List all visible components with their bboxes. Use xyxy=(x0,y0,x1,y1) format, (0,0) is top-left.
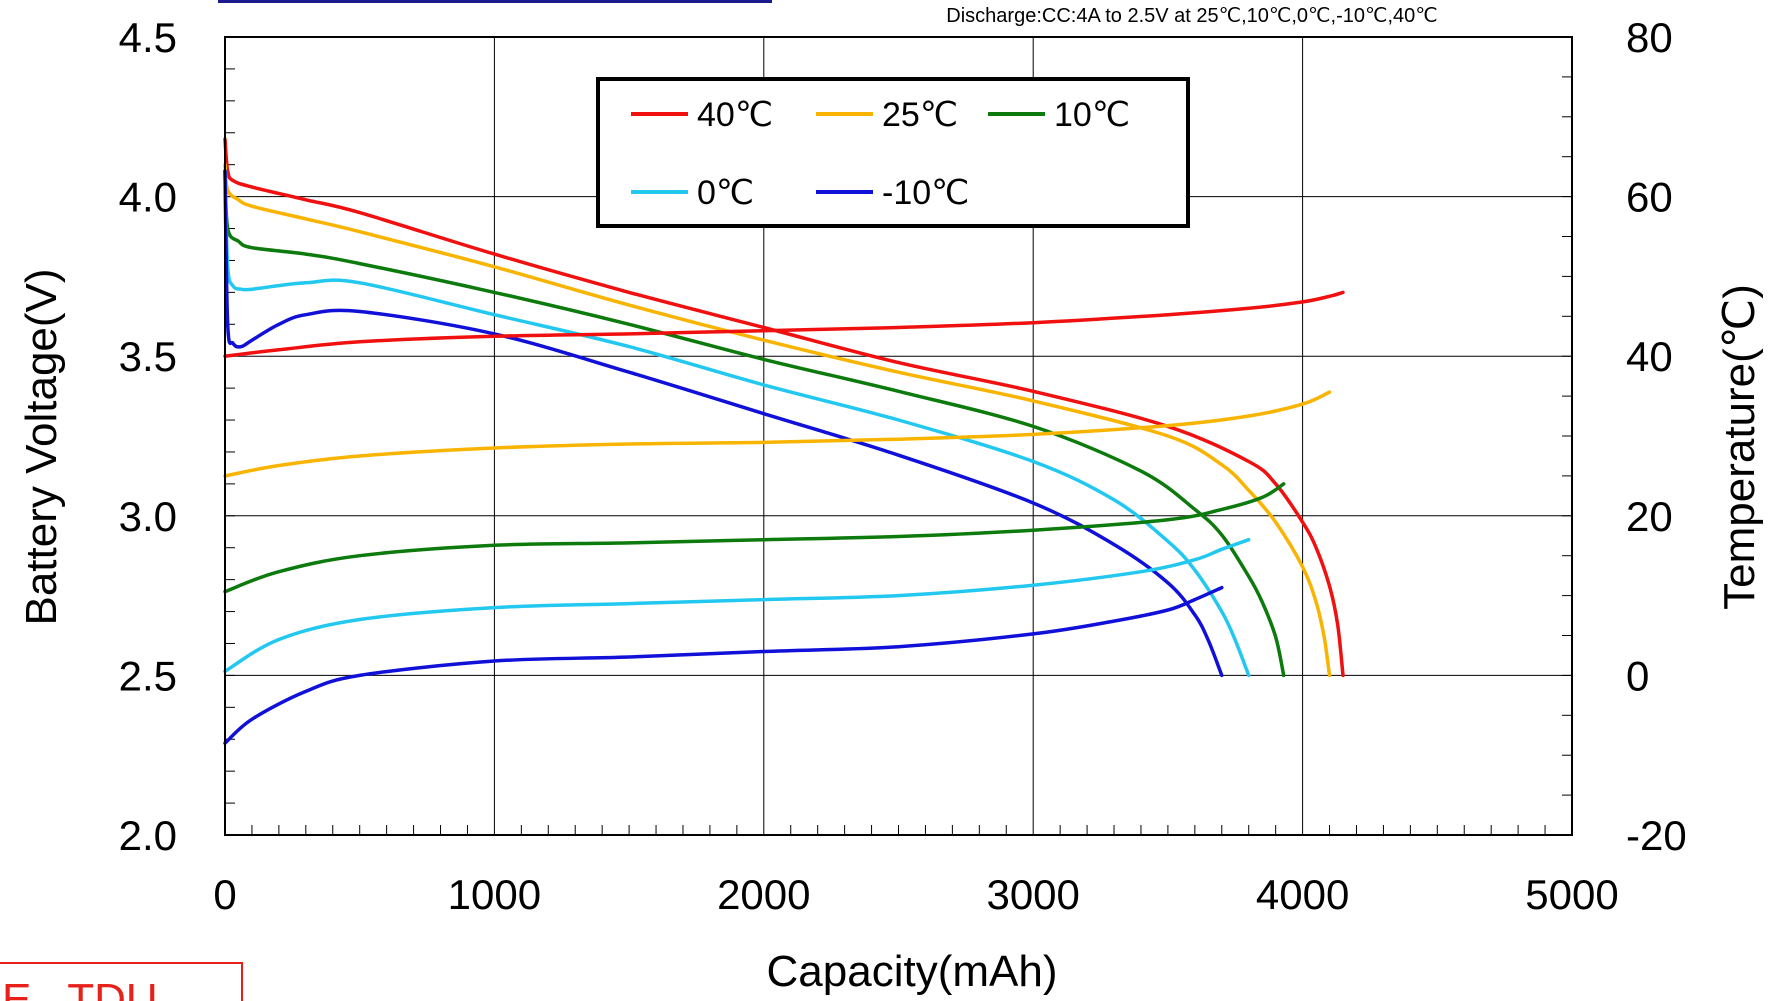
x-tick-label: 0 xyxy=(213,871,236,918)
x-tick-label: 2000 xyxy=(717,871,810,918)
voltage-line-0c xyxy=(223,169,1251,678)
x-axis-title: Capacity(mAh) xyxy=(767,947,1058,996)
stamp: E TDU xyxy=(0,962,243,1001)
stamp-frame xyxy=(0,962,243,1001)
y-tick-label: 4.5 xyxy=(119,14,177,61)
y-tick-labels: 2.0 2.5 3.0 3.5 4.0 4.5 xyxy=(119,14,177,859)
legend-label: 10℃ xyxy=(1054,96,1130,134)
y2-tick-label: 60 xyxy=(1626,174,1673,221)
y-tick-label: 2.0 xyxy=(119,812,177,859)
voltage-line-40c xyxy=(223,137,1345,678)
temperature-line-25c xyxy=(223,390,1332,478)
x-tick-label: 3000 xyxy=(986,871,1079,918)
x-tick-labels: 0 1000 2000 3000 4000 5000 xyxy=(213,871,1618,918)
y2-tick-labels: -20 0 20 40 60 80 xyxy=(1626,14,1687,859)
x-tick-label: 4000 xyxy=(1256,871,1349,918)
legend-label: 0℃ xyxy=(697,174,754,212)
legend-box xyxy=(596,77,1190,228)
y-tick-label: 3.5 xyxy=(119,333,177,380)
x-tick-label: 1000 xyxy=(448,871,541,918)
y2-tick-label: -20 xyxy=(1626,812,1687,859)
temperature-line-40c xyxy=(223,290,1345,358)
temperature-line-0c xyxy=(223,537,1251,674)
legend-label: 25℃ xyxy=(882,96,958,134)
legend-label: -10℃ xyxy=(882,174,969,212)
y2-tick-label: 20 xyxy=(1626,493,1673,540)
minor-ticks xyxy=(225,36,1572,836)
series-lines xyxy=(223,137,1345,745)
chart-subtitle: Discharge:CC:4A to 2.5V at 25℃,10℃,0℃,-1… xyxy=(946,5,1437,27)
y2-tick-label: 40 xyxy=(1626,333,1673,380)
y2-tick-label: 0 xyxy=(1626,652,1649,699)
y2-axis-title: Temperature(℃) xyxy=(1715,284,1764,610)
temperature-line-10c xyxy=(223,482,1286,594)
voltage-line-25c xyxy=(223,162,1332,678)
y-axis-title: Battery Voltage(V) xyxy=(17,268,66,625)
stamp-text: E TDU xyxy=(2,975,158,1001)
y-tick-label: 2.5 xyxy=(119,652,177,699)
y-tick-label: 4.0 xyxy=(119,174,177,221)
y-tick-label: 3.0 xyxy=(119,493,177,540)
legend-label: 40℃ xyxy=(697,96,773,134)
voltage-line-10c xyxy=(223,169,1286,678)
plot-frame xyxy=(224,36,1573,836)
voltage-line-minus10c xyxy=(223,169,1224,678)
legend: 40℃ 25℃ 10℃ 0℃ -10℃ xyxy=(596,77,1190,228)
temperature-line-minus10c xyxy=(223,585,1224,745)
x-tick-label: 5000 xyxy=(1525,871,1618,918)
y2-tick-label: 80 xyxy=(1626,14,1673,61)
